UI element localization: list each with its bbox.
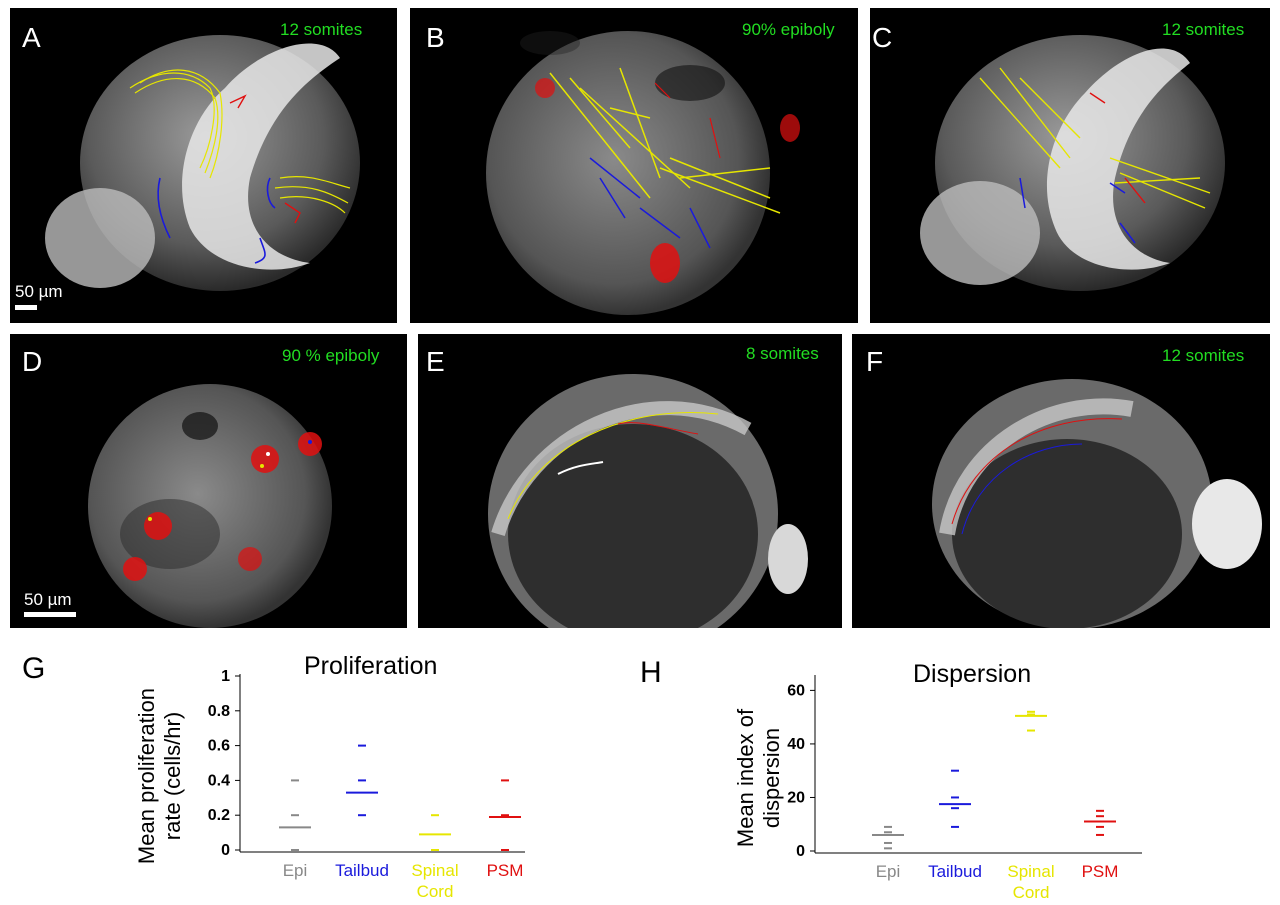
category-label: Cord xyxy=(417,882,454,900)
y-tick-label: 0 xyxy=(221,842,230,859)
panel-letter: F xyxy=(866,346,884,377)
category-label: Cord xyxy=(1013,883,1050,900)
scale-bar xyxy=(24,612,76,617)
chart-title: Dispersion xyxy=(913,660,1032,688)
panel-letter: A xyxy=(22,22,41,53)
panel-letter: C xyxy=(872,22,893,53)
panel-letter: D xyxy=(22,346,43,377)
panel-c: C 12 somites xyxy=(870,8,1270,323)
category-label: Tailbud xyxy=(335,861,389,880)
panel-a-image xyxy=(45,35,360,291)
y-tick-label: 20 xyxy=(787,789,805,806)
y-tick-label: 60 xyxy=(787,682,805,699)
y-tick-label: 40 xyxy=(787,736,805,753)
category-label: Spinal xyxy=(411,861,458,880)
panel-d-image xyxy=(88,384,332,628)
plot-letter: H xyxy=(640,656,662,689)
panel-letter: E xyxy=(426,346,445,377)
category-label: Tailbud xyxy=(928,862,982,881)
y-tick-label: 0.6 xyxy=(208,738,230,755)
panel-f-image xyxy=(932,379,1262,628)
y-tick-label: 0 xyxy=(796,843,805,860)
y-tick-label: 0.4 xyxy=(208,772,230,789)
stage-label: 90 % epiboly xyxy=(282,346,380,365)
panel-e: E 8 somites xyxy=(418,334,842,628)
panel-a: A 12 somites 50 µm xyxy=(10,8,397,323)
stage-label: 8 somites xyxy=(746,344,819,363)
panel-c-image xyxy=(920,35,1225,291)
category-label: Spinal xyxy=(1007,862,1054,881)
panel-f: F 12 somites xyxy=(852,334,1270,628)
scale-label: 50 µm xyxy=(15,282,63,301)
proliferation-plot: 0 0.2 0.4 0.6 0.8 1 Epi Tailbud Spinal Cord PSM xyxy=(208,668,525,900)
category-label: Epi xyxy=(876,862,901,881)
category-label: Epi xyxy=(283,861,308,880)
panel-d: D 90 % epiboly 50 µm xyxy=(10,334,407,628)
y-axis-label: Mean proliferation rate (cells/hr) xyxy=(134,676,186,876)
stage-label: 90% epiboly xyxy=(742,20,835,39)
y-axis-label-line: Mean proliferation xyxy=(134,687,159,865)
stage-label: 12 somites xyxy=(1162,20,1245,39)
stage-label: 12 somites xyxy=(1162,346,1245,365)
y-tick-label: 0.2 xyxy=(208,807,230,824)
panel-letter: B xyxy=(426,22,445,53)
panel-b: B 90% epiboly xyxy=(410,8,858,323)
y-tick-label: 0.8 xyxy=(208,703,230,720)
scale-label: 50 µm xyxy=(24,590,72,609)
y-tick-label: 1 xyxy=(221,668,230,685)
chart-title: Proliferation xyxy=(304,652,438,680)
scale-bar xyxy=(15,305,37,310)
panel-b-image xyxy=(486,31,800,315)
y-axis-label-line: Mean index of xyxy=(733,708,758,848)
dispersion-plot: 0 20 40 60 Epi Tailbud Spinal Cord PSM xyxy=(787,675,1142,900)
category-label: PSM xyxy=(487,861,524,880)
category-label: PSM xyxy=(1082,862,1119,881)
stage-label: 12 somites xyxy=(280,20,363,39)
panel-e-image xyxy=(488,374,808,628)
plot-letter: G xyxy=(22,652,46,685)
